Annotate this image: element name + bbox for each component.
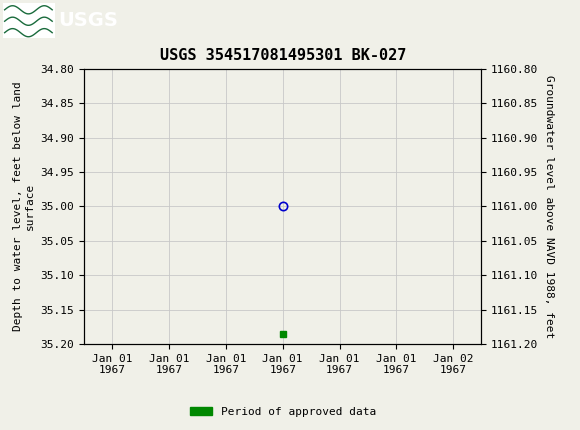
Y-axis label: Depth to water level, feet below land
surface: Depth to water level, feet below land su… bbox=[13, 82, 35, 331]
Legend: Period of approved data: Period of approved data bbox=[185, 402, 380, 421]
Title: USGS 354517081495301 BK-027: USGS 354517081495301 BK-027 bbox=[160, 49, 406, 64]
Bar bbox=[3, 3, 55, 37]
Text: USGS: USGS bbox=[58, 11, 118, 30]
Y-axis label: Groundwater level above NAVD 1988, feet: Groundwater level above NAVD 1988, feet bbox=[544, 75, 554, 338]
